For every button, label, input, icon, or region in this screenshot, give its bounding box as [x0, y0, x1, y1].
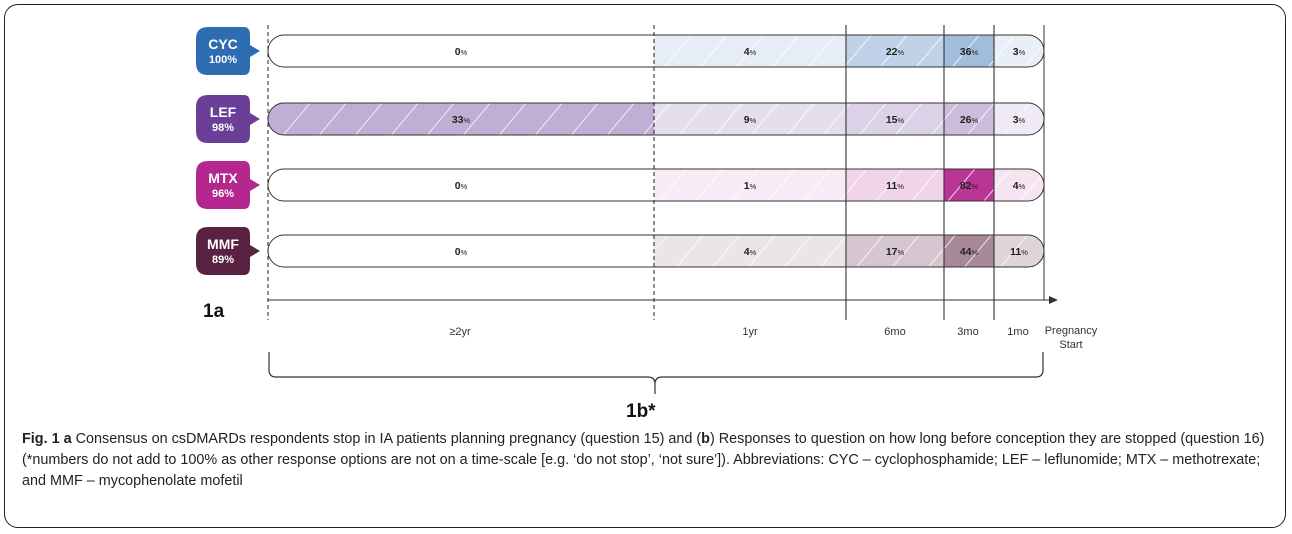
data-label-cyc-6mo: 22%	[886, 46, 905, 58]
badge-drug-code: MTX	[208, 170, 238, 186]
bar-hatch	[654, 35, 846, 67]
bar-hatch	[944, 35, 994, 67]
panel-b-label: 1b*	[626, 401, 656, 422]
data-label-cyc-2yr: 0%	[455, 46, 468, 58]
caption-b-label: b	[701, 431, 710, 447]
badge-stop-percent: 100%	[209, 54, 237, 66]
data-label-lef-2yr: 33%	[452, 114, 471, 126]
x-axis-arrowhead	[1049, 296, 1058, 304]
panel-b-brace	[268, 352, 1044, 394]
data-label-mmf-1mo: 11%	[1010, 246, 1028, 258]
bar-hatch	[654, 235, 846, 267]
bar-hatch	[994, 169, 1044, 201]
data-label-mtx-3mo: 82%	[960, 180, 979, 192]
badge-shape	[196, 27, 260, 75]
drug-badges: CYC 100% LEF 98% MTX 96% MMF 89%	[196, 27, 260, 275]
tick-label-1yr: 1yr	[742, 326, 758, 338]
timeline-chart: 0% 4% 22% 36% 3% 33% 9% 15% 26% 3% 0% 1% 11% 82% 4% 0% 4…	[196, 25, 1098, 394]
bar-hatch	[846, 103, 944, 135]
badge-stop-percent: 98%	[212, 122, 234, 134]
tick-label-pregnancy: Pregnancy	[1045, 325, 1098, 337]
bar-hatch	[654, 169, 846, 201]
data-label-mtx-2yr: 0%	[455, 180, 468, 192]
badge-drug-code: CYC	[208, 36, 238, 52]
chart-rows: 0% 4% 22% 36% 3% 33% 9% 15% 26% 3% 0% 1% 11% 82% 4% 0% 4…	[267, 34, 1045, 268]
badge-shape	[196, 161, 260, 209]
caption-a-label: a	[63, 431, 72, 447]
tick-label-3mo: 3mo	[957, 326, 978, 338]
caption-text-2: ) Responses to question on how long befo…	[22, 431, 1265, 489]
data-label-mmf-1yr: 4%	[744, 246, 757, 258]
bar-hatch	[846, 169, 944, 201]
data-label-mmf-3mo: 44%	[960, 246, 979, 258]
data-label-mmf-2yr: 0%	[455, 246, 468, 258]
caption-fig-label: Fig. 1	[22, 431, 60, 447]
bar-hatch	[944, 103, 994, 135]
panel-a-label: 1a	[203, 301, 225, 322]
chart-grid	[267, 25, 1045, 320]
bar-hatch	[846, 235, 944, 267]
tick-label-6mo: 6mo	[884, 326, 905, 338]
data-label-lef-3mo: 26%	[960, 114, 979, 126]
bar-hatch	[944, 235, 994, 267]
row-lef: 33% 9% 15% 26% 3%	[267, 102, 1045, 136]
data-label-cyc-1yr: 4%	[744, 46, 757, 58]
data-label-mtx-6mo: 11%	[886, 180, 904, 192]
badge-stop-percent: 89%	[212, 254, 234, 266]
x-axis: ≥2yr 1yr 6mo 3mo 1mo Pregnancy Start	[268, 296, 1098, 351]
row-mmf: 0% 4% 17% 44% 11%	[267, 234, 1045, 268]
badge-cyc: CYC 100%	[196, 27, 260, 75]
data-label-mtx-1mo: 4%	[1013, 180, 1026, 192]
data-label-mmf-6mo: 17%	[886, 246, 905, 258]
row-cyc: 0% 4% 22% 36% 3%	[267, 34, 1045, 68]
tick-label-2yr: ≥2yr	[449, 326, 471, 338]
tick-label-1mo: 1mo	[1007, 326, 1028, 338]
data-label-cyc-3mo: 36%	[960, 46, 979, 58]
badge-shape	[196, 227, 260, 275]
badge-mmf: MMF 89%	[196, 227, 260, 275]
data-label-cyc-1mo: 3%	[1013, 46, 1026, 58]
figure-caption: Fig. 1 a Consensus on csDMARDs responden…	[22, 429, 1267, 492]
badge-drug-code: MMF	[207, 236, 239, 252]
bar-hatch	[654, 103, 846, 135]
bar-hatch	[944, 169, 994, 201]
caption-text-1: Consensus on csDMARDs respondents stop i…	[71, 431, 702, 447]
bar-hatch	[994, 35, 1044, 67]
badge-stop-percent: 96%	[212, 188, 234, 200]
row-mtx: 0% 1% 11% 82% 4%	[267, 168, 1045, 202]
badge-lef: LEF 98%	[196, 95, 260, 143]
bar-hatch	[994, 103, 1044, 135]
badge-shape	[196, 95, 260, 143]
bar-hatch	[268, 103, 654, 135]
bar-hatch	[846, 35, 944, 67]
data-label-lef-6mo: 15%	[886, 114, 905, 126]
badge-drug-code: LEF	[210, 104, 237, 120]
data-label-lef-1yr: 9%	[744, 114, 757, 126]
tick-label-start: Start	[1059, 339, 1082, 351]
data-label-lef-1mo: 3%	[1013, 114, 1026, 126]
data-label-mtx-1yr: 1%	[744, 180, 757, 192]
bar-hatch	[994, 235, 1044, 267]
badge-mtx: MTX 96%	[196, 161, 260, 209]
